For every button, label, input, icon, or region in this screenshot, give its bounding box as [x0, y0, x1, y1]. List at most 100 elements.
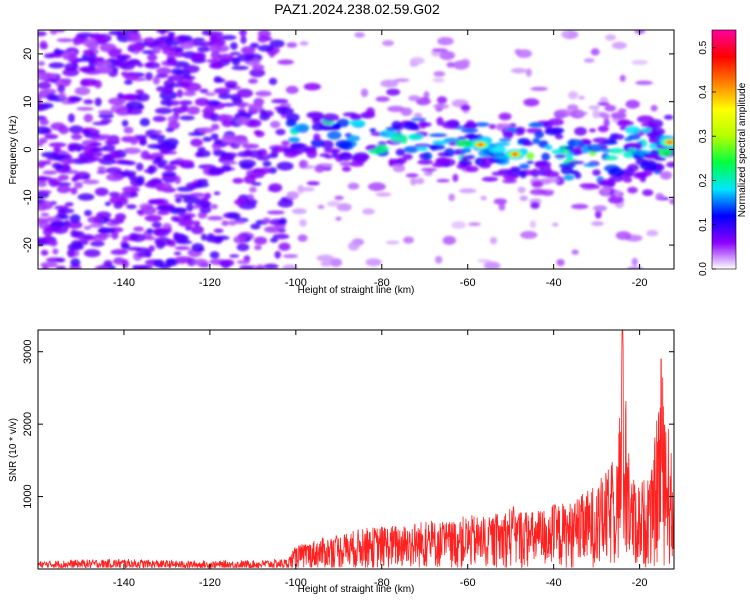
heatmap-peak — [667, 140, 673, 144]
heatmap-cell — [237, 151, 251, 158]
heatmap-cell — [257, 44, 274, 52]
spectrogram-y-label: Frequency (Hz) — [8, 116, 19, 185]
heatmap-cell — [250, 223, 261, 230]
heatmap-cell — [277, 59, 295, 65]
heatmap-cell — [281, 140, 290, 147]
heatmap-cell — [467, 133, 477, 141]
heatmap-cell — [40, 200, 54, 210]
heatmap-cell — [38, 103, 49, 111]
heatmap-cell — [222, 102, 236, 107]
heatmap-cell — [143, 169, 151, 174]
heatmap-cell — [496, 123, 503, 131]
heatmap-cell — [115, 107, 132, 116]
heatmap-cell — [448, 193, 456, 202]
heatmap-cell — [648, 136, 657, 144]
heatmap-cell — [481, 176, 499, 182]
heatmap-cell — [339, 161, 353, 167]
heatmap-cell — [38, 176, 53, 181]
heatmap-cell — [202, 111, 216, 120]
heatmap-cell — [541, 152, 551, 161]
heatmap-cell — [285, 119, 297, 127]
heatmap-cell — [417, 159, 434, 165]
heatmap-cell — [608, 167, 625, 177]
y-tick-label: 0 — [22, 146, 34, 152]
heatmap-cell — [266, 153, 279, 159]
colorbar-tick-label: 0.1 — [698, 217, 709, 231]
heatmap-cell — [91, 157, 103, 162]
heatmap-cell — [82, 128, 91, 136]
heatmap-cell — [69, 97, 83, 101]
heatmap-cell — [608, 195, 624, 204]
heatmap-cell — [214, 235, 230, 241]
heatmap-cell — [38, 190, 52, 195]
heatmap-cell — [551, 149, 566, 155]
heatmap-cell — [286, 42, 298, 48]
heatmap-cell — [385, 240, 400, 245]
heatmap-cell — [616, 120, 634, 127]
heatmap-cell — [240, 162, 254, 170]
heatmap-cell — [111, 231, 119, 240]
heatmap-cell — [269, 39, 285, 48]
heatmap-cell — [576, 111, 588, 116]
x-tick-label: -100 — [285, 277, 307, 289]
heatmap-cell — [646, 229, 659, 237]
heatmap-cell — [642, 189, 654, 197]
colorbar: 0.0 0.1 0.2 0.3 0.4 0.5 Normalized spectral a… — [698, 29, 748, 276]
heatmap-cell — [640, 162, 658, 171]
heatmap-cell — [278, 242, 291, 251]
heatmap-cell — [94, 80, 102, 89]
heatmap-cell — [199, 197, 209, 205]
heatmap-cell — [329, 258, 343, 267]
heatmap-cell — [270, 120, 281, 129]
heatmap-cell — [605, 34, 616, 41]
heatmap-cell — [597, 102, 610, 106]
heatmap-cell — [190, 225, 204, 235]
heatmap-cell — [627, 163, 639, 172]
heatmap-cell — [174, 246, 191, 251]
heatmap-cell — [173, 233, 186, 242]
y-tick-label: 2000 — [22, 412, 34, 436]
heatmap-cell — [38, 31, 47, 37]
heatmap-cell — [139, 118, 150, 127]
heatmap-cell — [422, 152, 433, 161]
heatmap-cell — [544, 144, 553, 150]
heatmap-cell — [55, 265, 67, 269]
heatmap-cell — [669, 198, 674, 205]
heatmap-cell — [99, 158, 116, 165]
colorbar-tick-label: 0.0 — [698, 262, 709, 276]
heatmap-cell — [457, 136, 467, 141]
x-tick-label: -80 — [374, 277, 390, 289]
heatmap-cell — [560, 166, 574, 175]
heatmap-cell — [604, 104, 617, 112]
heatmap-cell — [235, 220, 246, 225]
heatmap-cell — [50, 122, 66, 131]
heatmap-cell — [92, 147, 107, 152]
heatmap-cell — [104, 201, 111, 206]
heatmap-cell — [552, 222, 559, 227]
heatmap-cell — [400, 107, 413, 116]
heatmap-cell — [236, 260, 250, 265]
snr-frame — [37, 329, 675, 570]
heatmap-cell — [67, 113, 75, 123]
heatmap-cell — [213, 78, 226, 83]
heatmap-cell — [625, 99, 640, 109]
heatmap-cell — [303, 82, 321, 91]
heatmap-cell — [568, 91, 579, 100]
heatmap-cell — [97, 109, 115, 115]
heatmap-cell — [387, 105, 405, 113]
heatmap-cell — [209, 251, 220, 259]
heatmap-cell — [602, 113, 610, 120]
heatmap-cell — [121, 242, 130, 250]
heatmap-cell — [255, 90, 272, 97]
heatmap-cell — [439, 50, 456, 61]
heatmap-cell — [262, 160, 272, 167]
heatmap-cell — [69, 125, 84, 134]
heatmap-cell — [130, 233, 146, 242]
heatmap-cell — [39, 118, 49, 126]
heatmap-cell — [362, 208, 375, 215]
heatmap-cell — [265, 37, 273, 41]
heatmap-cell — [567, 160, 585, 165]
heatmap-cell — [336, 203, 352, 212]
x-tick-label: -140 — [113, 277, 135, 289]
heatmap-cell — [56, 38, 74, 43]
